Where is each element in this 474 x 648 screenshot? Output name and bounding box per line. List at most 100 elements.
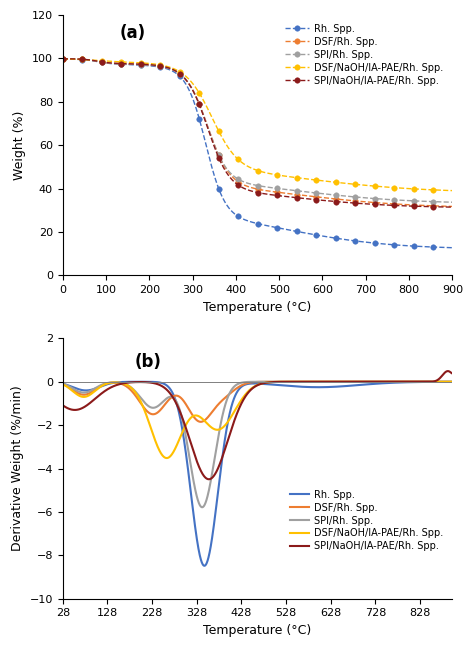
SPI/Rh. Spp. (82, 56, 88, 64)
SPI/NaOH/IA-PAE/Rh. Spp. (143, 60, 149, 68)
SPI/NaOH/IA-PAE/Rh. Spp. (445, 367, 451, 375)
DSF/Rh. Spp. (449, 203, 455, 211)
Legend: Rh. Spp., DSF/Rh. Spp., SPI/Rh. Spp., DSF/NaOH/IA-PAE/Rh. Spp., SPI/NaOH/IA-PAE/: Rh. Spp., DSF/Rh. Spp., SPI/Rh. Spp., DS… (286, 486, 447, 555)
SPI/NaOH/IA-PAE/Rh. Spp. (206, 126, 211, 134)
DSF/Rh. Spp. (143, 61, 149, 69)
SPI/Rh. Spp. (449, 198, 455, 206)
Rh. Spp. (150, 378, 156, 386)
Line: Rh. Spp.: Rh. Spp. (60, 56, 455, 251)
Rh. Spp. (449, 244, 455, 251)
DSF/NaOH/IA-PAE/Rh. Spp. (150, 431, 156, 439)
SPI/NaOH/IA-PAE/Rh. Spp. (302, 378, 308, 386)
Rh. Spp. (82, 56, 88, 64)
Rh. Spp. (60, 380, 65, 388)
Line: DSF/Rh. Spp.: DSF/Rh. Spp. (63, 382, 452, 422)
Rh. Spp. (157, 378, 163, 386)
DSF/Rh. Spp. (198, 418, 203, 426)
Rh. Spp. (203, 560, 209, 568)
SPI/NaOH/IA-PAE/Rh. Spp. (264, 379, 269, 387)
DSF/NaOH/IA-PAE/Rh. Spp. (449, 378, 455, 386)
SPI/Rh. Spp. (143, 61, 149, 69)
SPI/NaOH/IA-PAE/Rh. Spp. (157, 381, 163, 389)
SPI/Rh. Spp. (203, 498, 209, 505)
SPI/Rh. Spp. (264, 378, 269, 386)
SPI/Rh. Spp. (150, 404, 156, 411)
SPI/Rh. Spp. (200, 503, 205, 511)
DSF/NaOH/IA-PAE/Rh. Spp. (164, 454, 170, 462)
SPI/NaOH/IA-PAE/Rh. Spp. (150, 379, 156, 387)
DSF/NaOH/IA-PAE/Rh. Spp. (342, 378, 347, 386)
X-axis label: Temperature (°C): Temperature (°C) (203, 624, 312, 637)
DSF/Rh. Spp. (326, 194, 331, 202)
DSF/Rh. Spp. (60, 55, 65, 63)
Line: SPI/NaOH/IA-PAE/Rh. Spp.: SPI/NaOH/IA-PAE/Rh. Spp. (60, 56, 455, 210)
SPI/NaOH/IA-PAE/Rh. Spp. (219, 160, 225, 168)
Rh. Spp. (302, 383, 308, 391)
DSF/NaOH/IA-PAE/Rh. Spp. (326, 178, 331, 185)
SPI/NaOH/IA-PAE/Rh. Spp. (449, 369, 455, 377)
DSF/NaOH/IA-PAE/Rh. Spp. (302, 378, 308, 386)
SPI/NaOH/IA-PAE/Rh. Spp. (60, 401, 65, 409)
SPI/NaOH/IA-PAE/Rh. Spp. (82, 56, 88, 64)
DSF/NaOH/IA-PAE/Rh. Spp. (203, 419, 209, 426)
DSF/NaOH/IA-PAE/Rh. Spp. (264, 378, 269, 386)
DSF/NaOH/IA-PAE/Rh. Spp. (157, 447, 163, 455)
DSF/NaOH/IA-PAE/Rh. Spp. (206, 106, 211, 114)
DSF/Rh. Spp. (219, 157, 225, 165)
DSF/Rh. Spp. (157, 407, 163, 415)
SPI/Rh. Spp. (206, 125, 211, 133)
SPI/NaOH/IA-PAE/Rh. Spp. (206, 476, 212, 483)
SPI/NaOH/IA-PAE/Rh. Spp. (60, 55, 65, 63)
Rh. Spp. (342, 382, 347, 390)
SPI/Rh. Spp. (302, 378, 308, 386)
Line: SPI/NaOH/IA-PAE/Rh. Spp.: SPI/NaOH/IA-PAE/Rh. Spp. (63, 371, 452, 480)
Line: DSF/Rh. Spp.: DSF/Rh. Spp. (60, 56, 455, 209)
Y-axis label: Weight (%): Weight (%) (13, 111, 27, 180)
SPI/NaOH/IA-PAE/Rh. Spp. (449, 203, 455, 211)
Rh. Spp. (264, 380, 270, 388)
SPI/Rh. Spp. (157, 400, 163, 408)
SPI/Rh. Spp. (221, 160, 227, 168)
SPI/Rh. Spp. (219, 157, 225, 165)
SPI/NaOH/IA-PAE/Rh. Spp. (221, 164, 227, 172)
Rh. Spp. (326, 233, 331, 241)
X-axis label: Temperature (°C): Temperature (°C) (203, 301, 312, 314)
SPI/Rh. Spp. (449, 378, 455, 386)
DSF/Rh. Spp. (150, 410, 156, 418)
Line: SPI/Rh. Spp.: SPI/Rh. Spp. (60, 56, 455, 205)
Text: (b): (b) (135, 353, 162, 371)
Legend: Rh. Spp., DSF/Rh. Spp., SPI/Rh. Spp., DSF/NaOH/IA-PAE/Rh. Spp., SPI/NaOH/IA-PAE/: Rh. Spp., DSF/Rh. Spp., SPI/Rh. Spp., DS… (281, 20, 447, 89)
SPI/NaOH/IA-PAE/Rh. Spp. (203, 474, 209, 482)
DSF/NaOH/IA-PAE/Rh. Spp. (143, 59, 149, 67)
SPI/NaOH/IA-PAE/Rh. Spp. (342, 378, 347, 386)
Rh. Spp. (221, 196, 227, 203)
Line: Rh. Spp.: Rh. Spp. (63, 382, 452, 566)
DSF/NaOH/IA-PAE/Rh. Spp. (82, 56, 88, 64)
SPI/Rh. Spp. (326, 191, 331, 198)
DSF/Rh. Spp. (203, 415, 209, 423)
DSF/NaOH/IA-PAE/Rh. Spp. (219, 133, 225, 141)
SPI/Rh. Spp. (342, 378, 347, 386)
SPI/NaOH/IA-PAE/Rh. Spp. (326, 197, 331, 205)
DSF/NaOH/IA-PAE/Rh. Spp. (60, 380, 65, 388)
Line: DSF/NaOH/IA-PAE/Rh. Spp.: DSF/NaOH/IA-PAE/Rh. Spp. (60, 56, 455, 193)
DSF/Rh. Spp. (206, 125, 211, 133)
Rh. Spp. (449, 378, 455, 386)
Rh. Spp. (60, 55, 65, 63)
Rh. Spp. (201, 562, 207, 570)
DSF/Rh. Spp. (302, 378, 308, 386)
DSF/Rh. Spp. (449, 378, 455, 386)
Text: (a): (a) (120, 25, 146, 42)
DSF/Rh. Spp. (264, 378, 269, 386)
DSF/Rh. Spp. (342, 378, 347, 386)
SPI/Rh. Spp. (60, 55, 65, 63)
SPI/Rh. Spp. (60, 380, 65, 388)
DSF/Rh. Spp. (82, 56, 88, 64)
DSF/NaOH/IA-PAE/Rh. Spp. (60, 55, 65, 63)
Y-axis label: Derivative Weight (%/min): Derivative Weight (%/min) (11, 386, 24, 551)
DSF/Rh. Spp. (60, 380, 65, 388)
Line: SPI/Rh. Spp.: SPI/Rh. Spp. (63, 382, 452, 507)
DSF/NaOH/IA-PAE/Rh. Spp. (449, 187, 455, 194)
Line: DSF/NaOH/IA-PAE/Rh. Spp.: DSF/NaOH/IA-PAE/Rh. Spp. (63, 382, 452, 458)
Rh. Spp. (206, 151, 211, 159)
